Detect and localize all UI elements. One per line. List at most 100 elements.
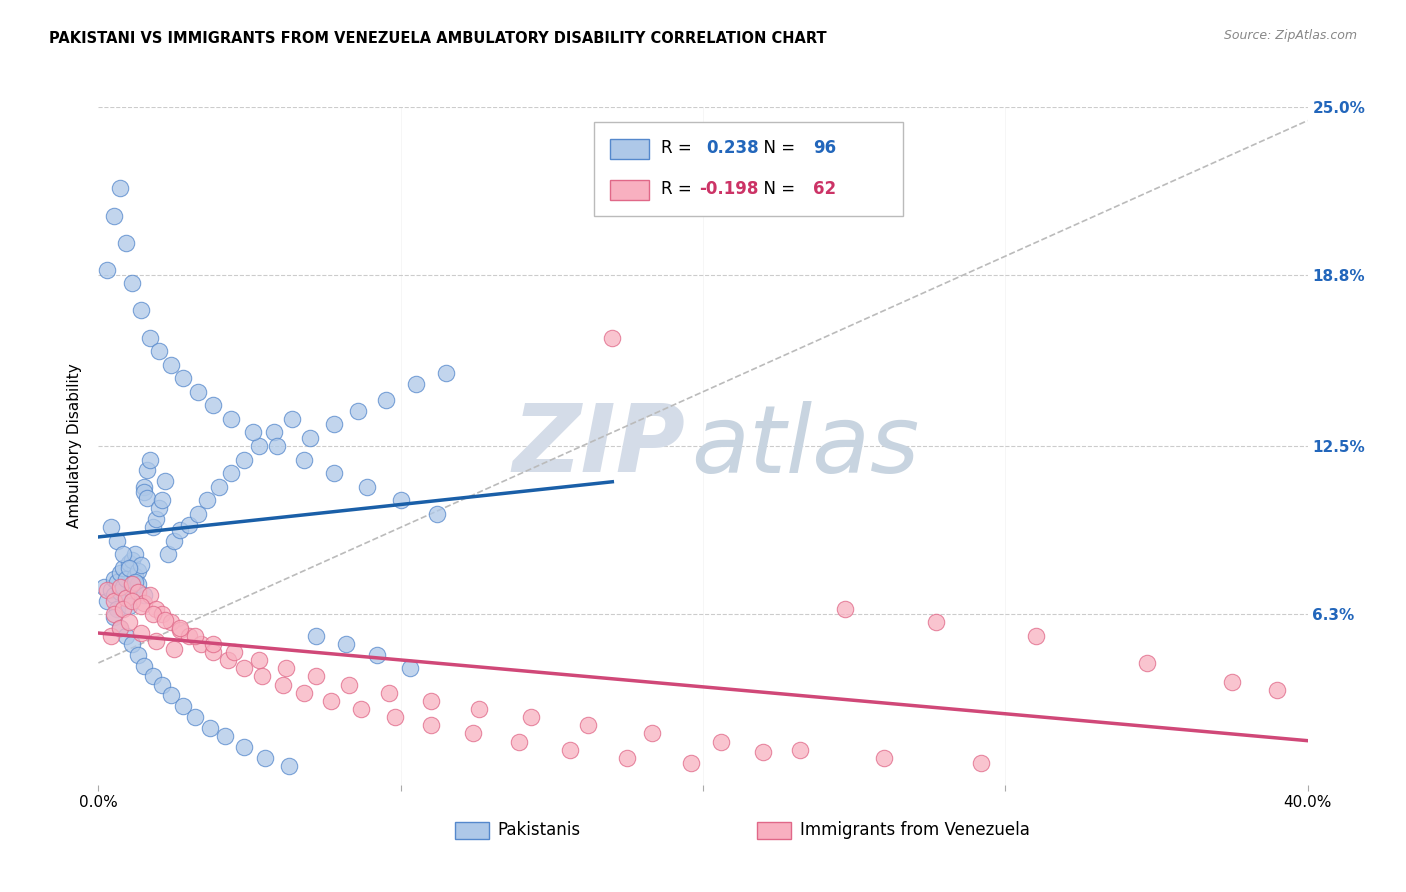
Point — [271, 678, 294, 692]
Point — [789, 742, 811, 756]
Point — [232, 661, 254, 675]
Point — [129, 558, 152, 573]
Y-axis label: Ambulatory Disability: Ambulatory Disability — [67, 364, 83, 528]
Point — [114, 591, 136, 605]
Point — [426, 507, 449, 521]
Point — [377, 686, 399, 700]
Point — [93, 580, 115, 594]
Text: N =: N = — [752, 139, 800, 157]
Point — [925, 615, 948, 630]
Point — [118, 615, 141, 630]
Text: Immigrants from Venezuela: Immigrants from Venezuela — [800, 822, 1029, 839]
Point — [281, 412, 304, 426]
Point — [121, 582, 143, 597]
Point — [232, 452, 254, 467]
Point — [132, 588, 155, 602]
Point — [103, 209, 125, 223]
Point — [710, 734, 733, 748]
Point — [135, 463, 157, 477]
Point — [124, 569, 146, 583]
Point — [200, 721, 222, 735]
Text: ZIP: ZIP — [512, 400, 685, 492]
Point — [247, 439, 270, 453]
Point — [118, 556, 141, 570]
Point — [172, 699, 194, 714]
FancyBboxPatch shape — [758, 822, 792, 839]
Point — [100, 520, 122, 534]
Point — [114, 629, 136, 643]
Point — [214, 729, 236, 743]
Point — [96, 593, 118, 607]
Point — [127, 577, 149, 591]
Point — [114, 591, 136, 605]
Point — [873, 751, 896, 765]
Point — [602, 330, 624, 344]
Point — [292, 686, 315, 700]
FancyBboxPatch shape — [610, 139, 648, 160]
Point — [195, 493, 218, 508]
Point — [103, 610, 125, 624]
Point — [153, 475, 176, 489]
Point — [142, 669, 165, 683]
Point — [299, 431, 322, 445]
Point — [142, 520, 165, 534]
Text: atlas: atlas — [690, 401, 920, 491]
Point — [184, 629, 207, 643]
Point — [139, 588, 162, 602]
Point — [398, 661, 420, 675]
Point — [1220, 674, 1243, 689]
Point — [108, 580, 131, 594]
Point — [202, 645, 225, 659]
Text: 0.238: 0.238 — [707, 139, 759, 157]
Text: R =: R = — [661, 180, 697, 198]
Point — [187, 384, 209, 399]
Point — [108, 621, 131, 635]
Point — [132, 658, 155, 673]
Point — [96, 582, 118, 597]
Text: Source: ZipAtlas.com: Source: ZipAtlas.com — [1223, 29, 1357, 42]
Point — [127, 564, 149, 578]
Point — [148, 501, 170, 516]
Point — [266, 439, 288, 453]
Point — [752, 746, 775, 760]
Point — [187, 507, 209, 521]
Point — [142, 607, 165, 621]
Point — [129, 599, 152, 613]
Point — [179, 517, 201, 532]
Point — [640, 726, 662, 740]
Point — [184, 710, 207, 724]
Point — [129, 626, 152, 640]
Point — [356, 480, 378, 494]
Point — [111, 561, 134, 575]
Point — [111, 580, 134, 594]
Point — [970, 756, 993, 771]
Text: 96: 96 — [813, 139, 837, 157]
Point — [153, 613, 176, 627]
Point — [163, 642, 186, 657]
Point — [103, 588, 125, 602]
Point — [519, 710, 541, 724]
Point — [103, 572, 125, 586]
Point — [576, 718, 599, 732]
Point — [108, 181, 131, 195]
FancyBboxPatch shape — [456, 822, 489, 839]
Text: R =: R = — [661, 139, 702, 157]
Point — [253, 751, 276, 765]
Point — [468, 702, 491, 716]
Point — [111, 601, 134, 615]
Point — [834, 601, 856, 615]
Point — [139, 452, 162, 467]
Point — [1267, 683, 1289, 698]
Point — [108, 566, 131, 581]
Point — [145, 634, 167, 648]
Point — [135, 491, 157, 505]
Point — [305, 669, 328, 683]
Point — [156, 548, 179, 562]
Point — [389, 493, 412, 508]
Point — [160, 689, 183, 703]
Point — [217, 653, 239, 667]
Point — [232, 739, 254, 754]
Point — [202, 398, 225, 412]
Point — [305, 629, 328, 643]
Point — [1136, 656, 1159, 670]
